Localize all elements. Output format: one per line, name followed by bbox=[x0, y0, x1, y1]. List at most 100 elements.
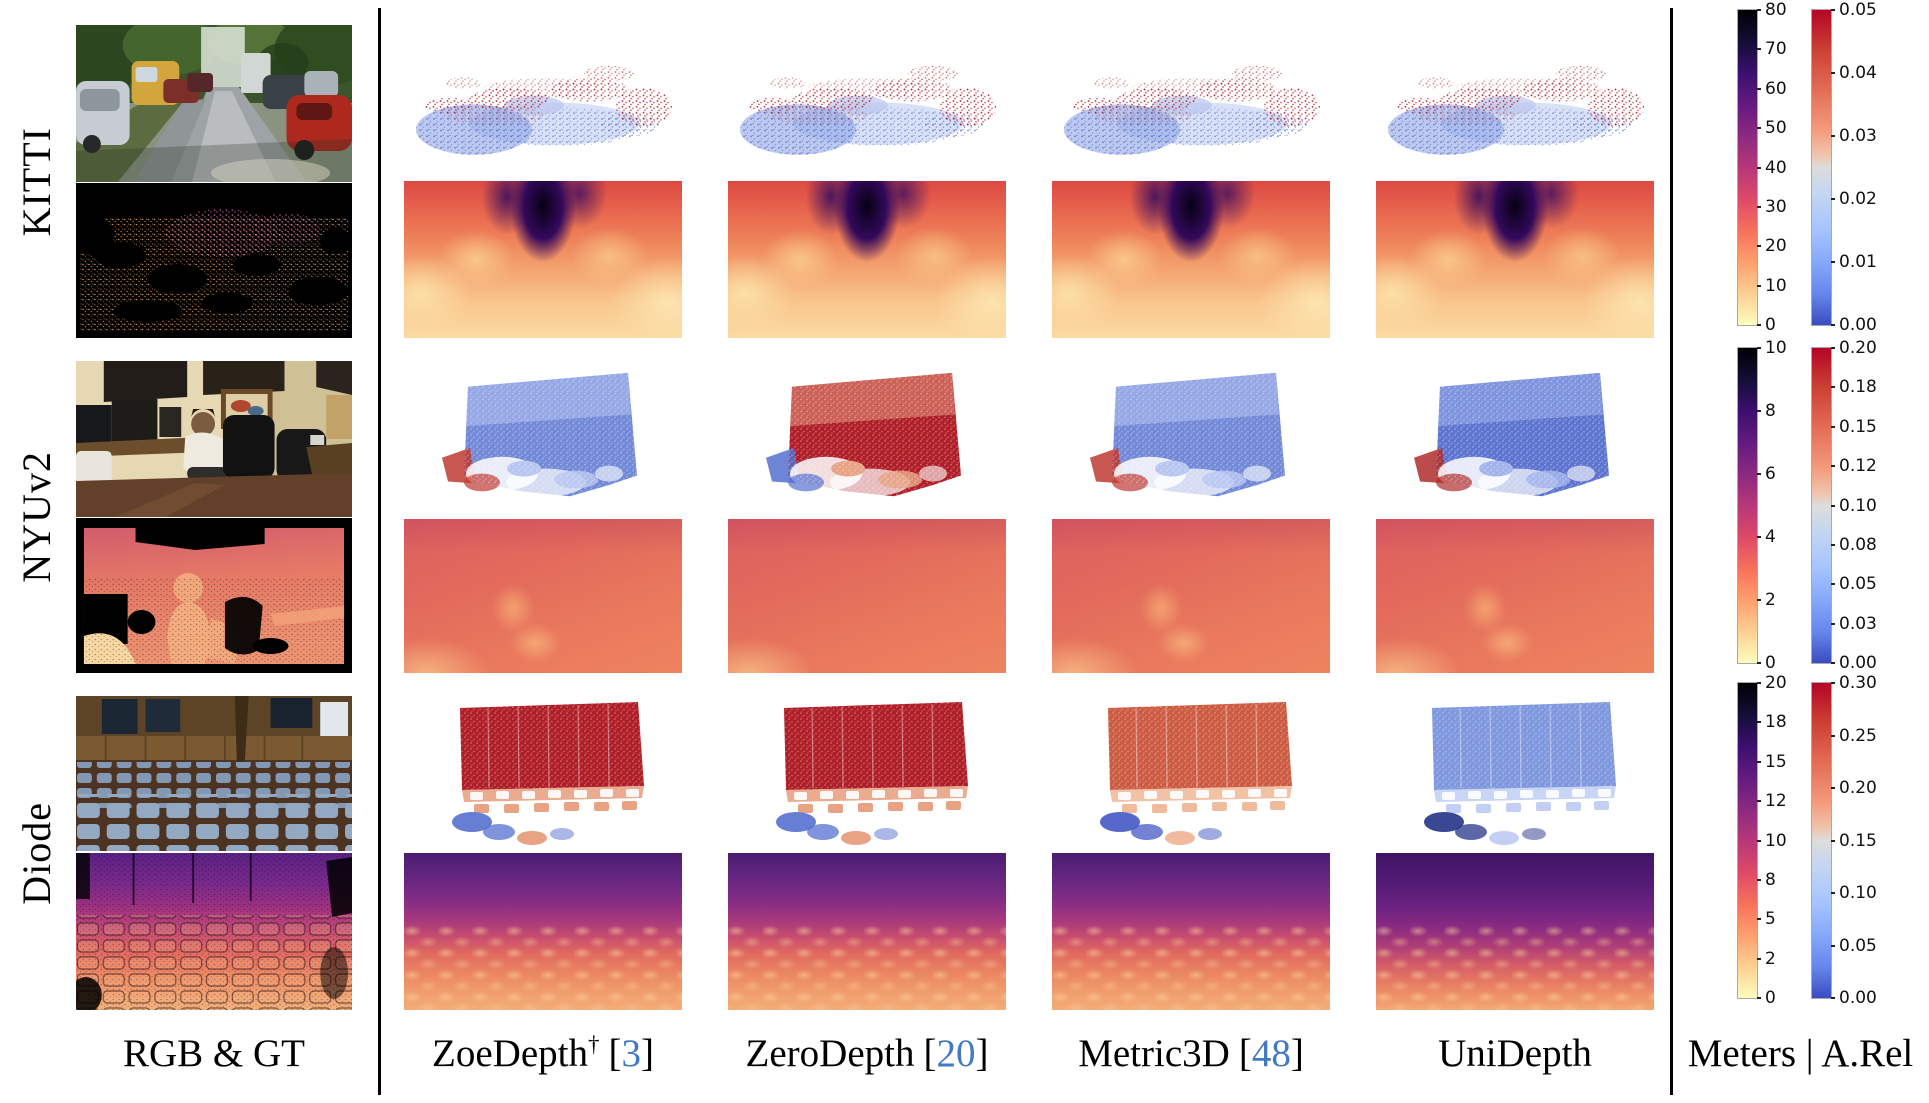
colorbar-tick-label: 10 bbox=[1765, 338, 1787, 358]
colorbar-tick-mark bbox=[1831, 944, 1835, 947]
colorbar-tick: 0.18 bbox=[1831, 377, 1877, 397]
colorbar-tick-mark bbox=[1831, 583, 1835, 586]
colorbar-tick-label: 0.20 bbox=[1839, 338, 1877, 358]
colorbar-tick-label: 15 bbox=[1765, 751, 1787, 772]
kitti-depthmap-unidepth bbox=[1376, 181, 1654, 338]
colorbar-tick-mark bbox=[1831, 504, 1835, 507]
colorbar-tick-label: 0 bbox=[1765, 315, 1776, 335]
colorbar-tick-label: 8 bbox=[1765, 869, 1776, 890]
colorbar-meters-diode: 20 18 15 12 10 8 5 2 0 bbox=[1737, 673, 1787, 1008]
nyuv2-depthmap-metric3d bbox=[1052, 519, 1330, 673]
colorbar-tick-mark bbox=[1757, 800, 1761, 803]
diode-pointcloud-zerodepth bbox=[728, 694, 1006, 849]
colorbar-tick: 8 bbox=[1757, 870, 1776, 890]
colorbar-tick: 0.25 bbox=[1831, 726, 1877, 746]
nyuv2-gt-depth-image bbox=[76, 518, 352, 673]
colorbar-tick-mark bbox=[1757, 662, 1761, 664]
colorbar-tick: 0.03 bbox=[1831, 614, 1877, 634]
colorbar-tick-label: 18 bbox=[1765, 712, 1787, 733]
nyuv2-rgb-image bbox=[76, 361, 352, 517]
colorbar-tick-label: 0.00 bbox=[1839, 988, 1877, 1008]
zoedepth-citation: 3 bbox=[621, 1032, 641, 1075]
colorbar-tick-label: 80 bbox=[1765, 0, 1787, 20]
colorbar-tick-mark bbox=[1757, 324, 1761, 326]
colorbar-tick-label: 70 bbox=[1765, 39, 1787, 60]
nyuv2-depthmap-zoedepth bbox=[404, 519, 682, 673]
nyuv2-pointcloud-zoedepth bbox=[404, 363, 682, 518]
colorbar-tick-mark bbox=[1757, 347, 1761, 349]
colorbar-arel-diode-gradient bbox=[1811, 682, 1832, 999]
colorbar-tick-mark bbox=[1757, 166, 1761, 169]
colorbar-arel-diode-ticks: 0.30 0.25 0.20 0.15 0.10 0.05 0.00 bbox=[1831, 673, 1891, 1008]
colorbar-tick: 70 bbox=[1757, 39, 1787, 59]
metric3d-citation: 48 bbox=[1251, 1032, 1291, 1075]
colorbar-tick: 10 bbox=[1757, 831, 1787, 851]
colorbar-tick: 5 bbox=[1757, 909, 1776, 929]
colorbar-tick-label: 0 bbox=[1765, 653, 1776, 673]
nyuv2-pointcloud-unidepth bbox=[1376, 363, 1654, 518]
diode-depthmap-unidepth bbox=[1376, 853, 1654, 1010]
colorbar-tick-mark bbox=[1757, 682, 1761, 684]
colorbar-arel-nyuv2-gradient bbox=[1811, 347, 1832, 664]
colorbar-tick-label: 10 bbox=[1765, 830, 1787, 851]
colorbar-meters-diode-ticks: 20 18 15 12 10 8 5 2 0 bbox=[1757, 673, 1817, 1008]
colorbar-tick-mark bbox=[1757, 957, 1761, 960]
colorbar-tick-label: 20 bbox=[1765, 236, 1787, 257]
colorbar-tick-mark bbox=[1831, 324, 1835, 326]
colorbar-tick: 20 bbox=[1757, 236, 1787, 256]
colorbar-tick-mark bbox=[1757, 410, 1761, 412]
kitti-gt-depth-image bbox=[76, 183, 352, 338]
colorbar-tick-mark bbox=[1831, 892, 1835, 894]
colorbar-meters-nyuv2: 10 8 6 4 2 0 bbox=[1737, 338, 1787, 673]
colorbar-tick-mark bbox=[1757, 878, 1761, 881]
colorbar-tick-mark bbox=[1831, 9, 1835, 11]
colorbar-tick: 0.20 bbox=[1831, 778, 1877, 798]
colorbar-tick-label: 10 bbox=[1765, 275, 1787, 296]
colorbar-tick-mark bbox=[1757, 839, 1761, 842]
kitti-depthmap-zerodepth bbox=[728, 181, 1006, 338]
colorbar-tick-label: 0.01 bbox=[1839, 252, 1877, 272]
kitti-pointcloud-metric3d bbox=[1052, 30, 1330, 175]
kitti-pointcloud-zoedepth bbox=[404, 30, 682, 175]
colorbar-tick-label: 2 bbox=[1765, 948, 1776, 969]
colorbar-tick-mark bbox=[1831, 261, 1835, 263]
colorbar-tick-mark bbox=[1831, 347, 1835, 349]
colorbar-tick-label: 50 bbox=[1765, 118, 1787, 139]
colorbar-tick: 10 bbox=[1757, 276, 1787, 296]
colorbar-tick: 0.00 bbox=[1831, 315, 1877, 335]
colorbar-tick: 20 bbox=[1757, 673, 1787, 693]
colorbar-tick-label: 0.05 bbox=[1839, 935, 1877, 956]
colorbar-tick: 0.01 bbox=[1831, 252, 1877, 272]
colorbar-tick-mark bbox=[1831, 198, 1835, 200]
colorbar-arel-diode: 0.30 0.25 0.20 0.15 0.10 0.05 0.00 bbox=[1811, 673, 1877, 1008]
row-label-diode: Diode bbox=[4, 696, 68, 1010]
colorbar-tick-mark bbox=[1831, 135, 1835, 137]
kitti-depthmap-metric3d bbox=[1052, 181, 1330, 338]
colorbar-tick-mark bbox=[1831, 839, 1835, 842]
colorbar-tick: 0 bbox=[1757, 988, 1776, 1008]
colorbar-tick: 80 bbox=[1757, 0, 1787, 20]
colorbar-tick: 0.05 bbox=[1831, 936, 1877, 956]
diode-pointcloud-metric3d bbox=[1052, 694, 1330, 849]
colorbar-tick-mark bbox=[1757, 599, 1761, 601]
colorbar-tick-label: 0.30 bbox=[1839, 673, 1877, 693]
colorbar-tick: 0.05 bbox=[1831, 574, 1877, 594]
colorbar-tick-mark bbox=[1831, 997, 1835, 999]
column-label-metric3d: Metric3D [48] bbox=[1078, 1032, 1304, 1075]
colorbar-tick: 0 bbox=[1757, 315, 1776, 335]
column-label-zoedepth: ZoeDepth† [3] bbox=[432, 1032, 654, 1075]
colorbar-tick: 0.04 bbox=[1831, 63, 1877, 83]
colorbar-tick-label: 8 bbox=[1765, 401, 1776, 421]
kitti-pointcloud-zerodepth bbox=[728, 30, 1006, 175]
colorbar-tick-mark bbox=[1757, 284, 1761, 287]
column-label-units-text: Meters | A.Rel bbox=[1687, 1032, 1914, 1075]
row-label-kitti: KITTI bbox=[4, 25, 68, 338]
colorbar-tick-mark bbox=[1831, 386, 1835, 389]
colorbar-tick: 12 bbox=[1757, 791, 1787, 811]
colorbar-tick-label: 0.12 bbox=[1839, 456, 1877, 477]
column-label-zoedepth-text: ZoeDepth bbox=[432, 1032, 588, 1075]
colorbar-tick-mark bbox=[1757, 536, 1761, 538]
colorbar-tick-mark bbox=[1831, 734, 1835, 737]
colorbar-tick: 0.00 bbox=[1831, 988, 1877, 1008]
